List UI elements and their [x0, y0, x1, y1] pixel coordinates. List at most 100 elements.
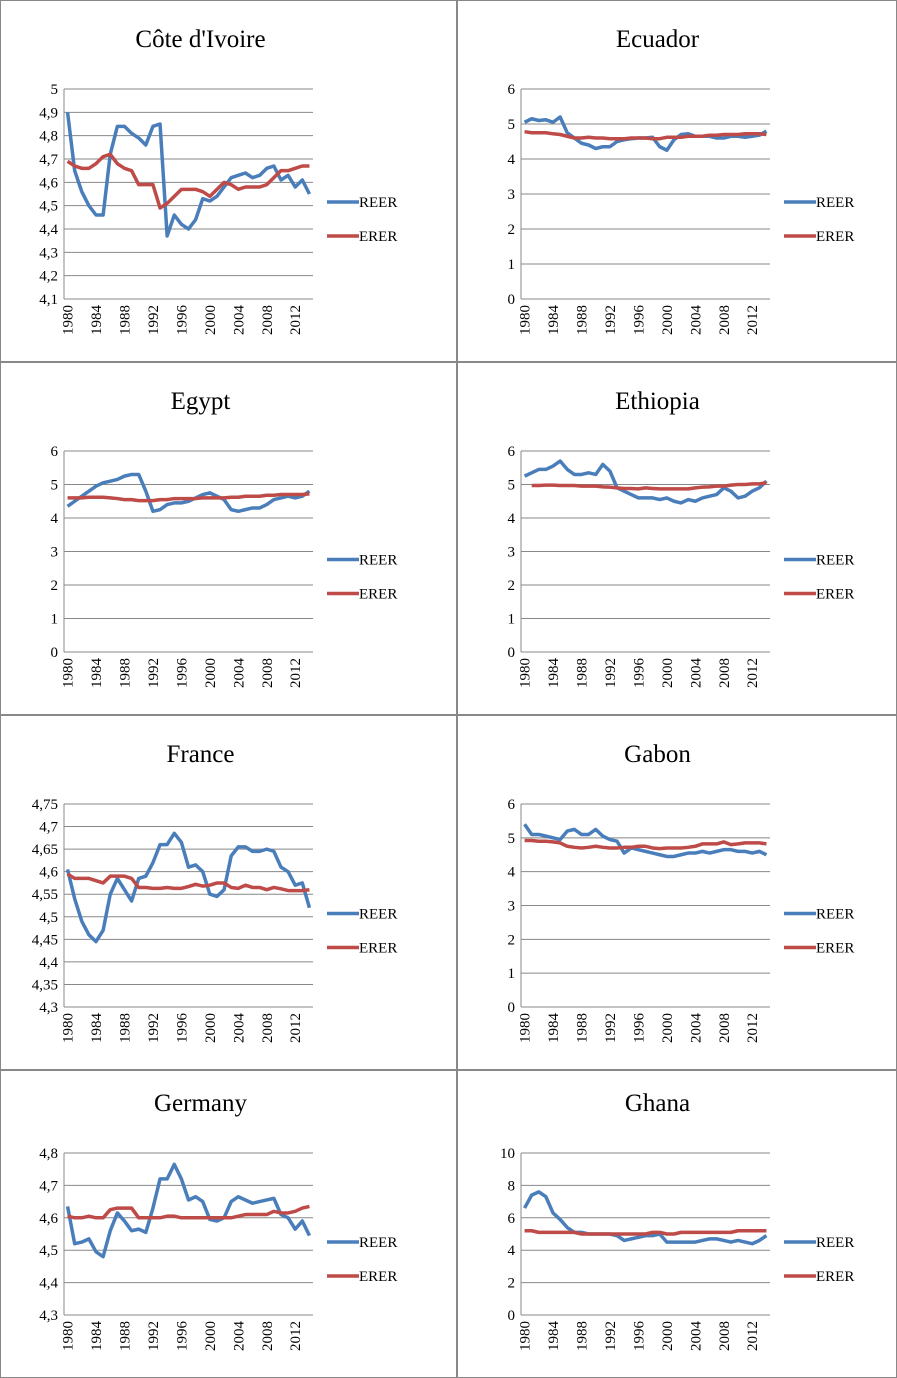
x-tick-label: 1992	[603, 1321, 619, 1351]
x-tick-label: 1992	[603, 305, 619, 335]
y-tick-label: 0	[508, 645, 516, 661]
x-tick-label: 1984	[546, 305, 562, 336]
x-tick-label: 2004	[688, 658, 704, 689]
x-tick-label: 2008	[260, 1321, 276, 1351]
y-tick-label: 4,75	[32, 797, 58, 813]
x-tick-label: 1992	[603, 1013, 619, 1043]
chart-title: Côte d'Ivoire	[135, 26, 265, 53]
chart-title: Ethiopia	[615, 388, 700, 415]
y-tick-label: 4	[508, 511, 516, 527]
x-tick-label: 2000	[660, 305, 676, 335]
x-tick-label: 1988	[117, 1013, 133, 1043]
y-tick-label: 4,7	[39, 1178, 58, 1194]
x-tick-label: 2000	[660, 1013, 676, 1043]
y-tick-label: 6	[508, 1211, 516, 1227]
x-tick-label: 2004	[688, 1321, 704, 1352]
y-tick-label: 4,5	[39, 199, 58, 215]
x-tick-label: 1984	[89, 305, 105, 336]
x-tick-label: 2004	[231, 1321, 247, 1352]
x-tick-label: 2008	[717, 1321, 733, 1351]
x-tick-label: 2008	[260, 658, 276, 688]
x-tick-label: 1984	[89, 1321, 105, 1352]
y-tick-label: 10	[500, 1146, 515, 1162]
x-tick-label: 1992	[146, 1321, 162, 1351]
y-tick-label: 1	[51, 612, 59, 628]
y-tick-label: 3	[508, 187, 516, 203]
y-tick-label: 5	[51, 82, 59, 98]
x-tick-label: 2000	[660, 658, 676, 688]
y-tick-label: 3	[51, 545, 59, 561]
chart-title: Germany	[154, 1090, 248, 1117]
legend-label: REER	[359, 907, 397, 923]
chart-title: Ecuador	[616, 26, 700, 53]
x-tick-label: 1992	[603, 658, 619, 688]
chart-title: Ghana	[625, 1090, 690, 1117]
x-tick-label: 1980	[61, 1321, 77, 1351]
legend-label: ERER	[359, 1269, 397, 1285]
chart-panel: France 4,3 4,35 4,4 4,45 4,5 4,55 4,6 4,65 4,7 4,7…	[0, 715, 457, 1070]
chart: Ethiopia 0 1 2 3 4 5 6 1980 1984 1988 1992 1996 2000 2…	[508, 388, 855, 689]
y-tick-label: 5	[51, 478, 59, 494]
y-tick-label: 4,1	[39, 292, 58, 308]
y-tick-label: 8	[508, 1178, 516, 1194]
y-tick-label: 6	[51, 444, 59, 460]
x-tick-label: 1992	[146, 658, 162, 688]
x-tick-label: 2012	[288, 305, 304, 335]
x-tick-label: 2004	[688, 305, 704, 336]
x-tick-label: 2004	[688, 1013, 704, 1044]
x-tick-label: 1984	[546, 658, 562, 689]
series-line	[65, 112, 312, 238]
x-tick-label: 2004	[231, 658, 247, 689]
chart: Ecuador 0 1 2 3 4 5 6 1980 1984 1988 1992 1996 2000 20…	[508, 26, 855, 336]
legend-label: REER	[816, 553, 854, 569]
chart-panel: Germany 4,3 4,4 4,5 4,6 4,7 4,8 1980 1984 1988 199…	[0, 1070, 457, 1378]
series-line	[523, 459, 768, 505]
chart-panel: Gabon 0 1 2 3 4 5 6 1980 1984 1988 1992 1996 2000 2004…	[457, 715, 897, 1070]
x-tick-label: 2004	[231, 1013, 247, 1044]
x-tick-label: 2000	[203, 1013, 219, 1043]
y-tick-label: 4,8	[39, 1146, 58, 1162]
x-tick-label: 2012	[288, 1013, 304, 1043]
chart-title: France	[166, 741, 234, 768]
y-tick-label: 4,4	[39, 955, 58, 971]
x-tick-label: 1988	[117, 305, 133, 335]
y-tick-label: 1	[508, 966, 516, 982]
x-tick-label: 2012	[745, 1321, 761, 1351]
y-tick-label: 2	[508, 932, 516, 948]
y-tick-label: 3	[508, 545, 516, 561]
series-line	[66, 472, 311, 514]
y-tick-label: 4	[508, 865, 516, 881]
series-line	[65, 1162, 312, 1259]
x-tick-label: 2008	[717, 1013, 733, 1043]
x-tick-label: 2008	[717, 658, 733, 688]
y-tick-label: 4,45	[32, 932, 58, 948]
x-tick-label: 2000	[203, 1321, 219, 1351]
y-tick-label: 0	[508, 1000, 516, 1016]
legend-label: ERER	[816, 941, 854, 957]
x-tick-label: 2008	[717, 305, 733, 335]
x-tick-label: 1996	[631, 658, 647, 689]
chart-title: Egypt	[171, 388, 231, 415]
chart: Ghana 0 2 4 6 8 10 1980 1984 1988 1992 1996 2000 2004…	[500, 1090, 854, 1352]
y-tick-label: 4,65	[32, 842, 58, 858]
series-line	[65, 831, 312, 944]
y-tick-label: 5	[508, 117, 516, 133]
y-tick-label: 6	[508, 444, 516, 460]
legend-label: ERER	[359, 941, 397, 957]
y-tick-label: 5	[508, 831, 516, 847]
series-line	[67, 492, 310, 503]
y-tick-label: 4,35	[32, 977, 58, 993]
x-tick-label: 2012	[745, 1013, 761, 1043]
x-tick-label: 1992	[146, 305, 162, 335]
x-tick-label: 1988	[574, 1013, 590, 1043]
chart-panel: Côte d'Ivoire 4,1 4,2 4,3 4,4 4,5 4,6 4,7 4,8 4,9…	[0, 0, 457, 362]
series-line	[524, 838, 767, 851]
x-tick-label: 1988	[117, 1321, 133, 1351]
y-tick-label: 4,7	[39, 820, 58, 836]
y-tick-label: 0	[51, 645, 59, 661]
x-tick-label: 1980	[61, 658, 77, 688]
chart-panel: Ghana 0 2 4 6 8 10 1980 1984 1988 1992 1996 2000 2004…	[457, 1070, 897, 1378]
series-line	[66, 152, 310, 210]
x-tick-label: 1980	[518, 1013, 534, 1043]
series-line	[524, 129, 767, 141]
